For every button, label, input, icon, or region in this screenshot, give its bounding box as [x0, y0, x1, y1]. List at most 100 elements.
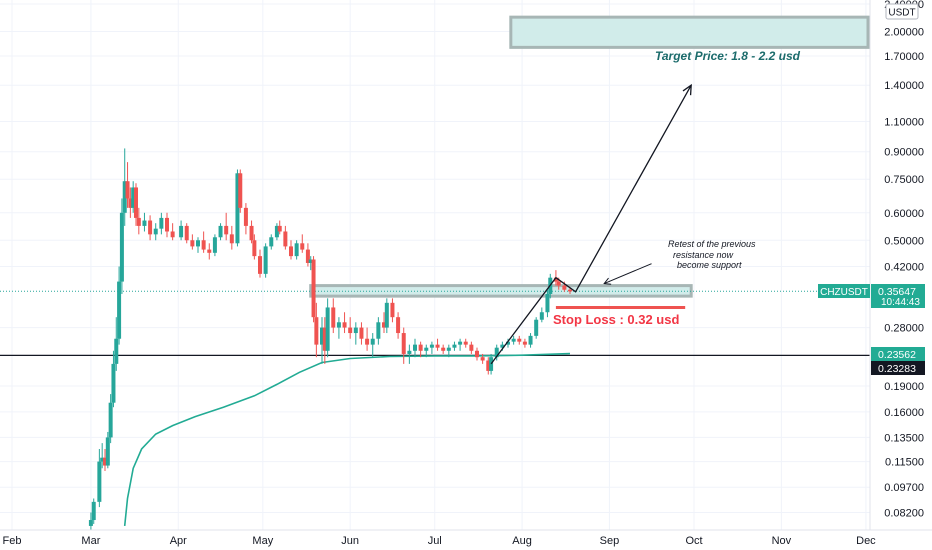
candle-up [429, 344, 434, 348]
candle-up [159, 217, 164, 229]
y-tick-label: 0.08200 [884, 508, 924, 520]
support-zone [309, 284, 693, 298]
x-tick-label: Aug [512, 535, 532, 547]
candle-up [196, 240, 200, 247]
target-price-annotation: Target Price: 1.8 - 2.2 usd [655, 49, 801, 63]
stop-loss-annotation: Stop Loss : 0.32 usd [553, 312, 679, 327]
x-tick-label: Jun [341, 535, 359, 547]
candle-down [475, 350, 479, 358]
retest-note-line-1: Retest of the previous [668, 239, 756, 249]
candle-up [131, 187, 136, 208]
y-tick-label: 0.42000 [884, 262, 924, 274]
ma-value-label: 0.23562 [871, 347, 925, 361]
retest-note: Retest of the previous resistance now be… [668, 239, 756, 270]
candle-down [170, 231, 175, 238]
candle-up [539, 312, 544, 320]
candle-up [114, 338, 119, 364]
candle-up [122, 181, 127, 213]
retest-arrowhead [603, 277, 612, 285]
ma-line [123, 352, 571, 526]
y-tick-label: 1.10000 [884, 117, 924, 129]
candle-down [359, 327, 364, 339]
x-tick-label: Apr [170, 535, 187, 547]
x-tick-label: Nov [772, 535, 792, 547]
retest-note-line-3: become support [677, 260, 742, 270]
candle-down [201, 240, 206, 250]
candle-down [480, 357, 485, 361]
candle-up [105, 437, 110, 466]
candle-down [229, 234, 234, 244]
x-tick-label: Sep [600, 535, 620, 547]
candle-down [125, 181, 130, 199]
candle-up [294, 243, 299, 257]
candle-down [136, 217, 141, 226]
candle-up [212, 237, 217, 253]
projection-arrowhead [682, 83, 692, 96]
y-tick-label: 0.16000 [884, 407, 924, 419]
candle-up [370, 338, 375, 345]
candle-up [263, 246, 268, 274]
candle-down [342, 322, 347, 328]
candle-down [568, 289, 572, 292]
x-tick-label: Mar [81, 535, 100, 547]
y-tick-label: 2.00000 [884, 27, 924, 39]
candle-up [218, 225, 223, 238]
x-tick-label: Dec [856, 535, 876, 547]
y-tick-label: 0.13500 [884, 432, 924, 444]
candle-up [274, 225, 279, 238]
current-price-text: 0.35647 [878, 286, 916, 298]
candle-down [224, 225, 229, 235]
candle-up [384, 302, 389, 328]
ma-value-text: 0.23562 [878, 349, 916, 361]
candle-up [153, 228, 158, 235]
candle-down [249, 225, 254, 241]
candle-down [435, 344, 440, 348]
y-tick-label: 0.09700 [884, 482, 924, 494]
symbol-price-tag: CHZUSDT [818, 284, 870, 298]
y-tick-label: 0.28000 [884, 323, 924, 335]
candle-down [238, 173, 243, 208]
retest-note-line-2: resistance now [673, 250, 734, 260]
x-tick-label: Jul [428, 535, 442, 547]
candle-up [320, 327, 324, 345]
candle-up [489, 357, 494, 371]
candle-up [179, 225, 184, 238]
currency-label[interactable]: USDT [885, 3, 919, 20]
candle-down [103, 457, 107, 466]
candle-up [111, 363, 116, 403]
candle-down [348, 327, 353, 334]
candle-up [269, 237, 274, 247]
y-tick-label: 0.75000 [884, 174, 924, 186]
x-tick-label: Feb [3, 535, 22, 547]
candle-down [243, 207, 248, 226]
candle-up [100, 457, 105, 462]
candle-down [283, 231, 288, 247]
x-tick-label: May [252, 535, 273, 547]
y-tick-label: 0.11500 [885, 457, 924, 469]
candle-up [325, 307, 330, 351]
candle-down [553, 277, 558, 282]
candle-down [556, 281, 561, 286]
y-tick-label: 1.70000 [884, 51, 924, 63]
price-axis[interactable]: 2.400002.000001.700001.400001.100000.900… [869, 0, 932, 530]
candle-down [305, 249, 310, 263]
candle-down [390, 302, 395, 318]
x-tick-label: Oct [685, 535, 702, 547]
candle-up [413, 344, 417, 351]
candle-up [235, 173, 240, 244]
time-axis[interactable]: Feb Mar Apr May Jun Jul Aug Sep Oct Nov Dec [0, 529, 932, 550]
candle-down [463, 341, 468, 345]
candle-up [407, 350, 412, 354]
candle-down [148, 220, 153, 235]
symbol-tag-text: CHZUSDT [820, 287, 868, 298]
candle-up [117, 281, 122, 339]
candle-up [452, 344, 457, 348]
countdown-text: 10:44:43 [881, 297, 920, 308]
candle-down [401, 333, 406, 354]
candle-down [128, 198, 133, 208]
line-value-label: 0.23283 [871, 361, 925, 375]
candle-down [517, 338, 522, 342]
grid [0, 0, 870, 530]
retest-arrow-line [603, 263, 652, 285]
